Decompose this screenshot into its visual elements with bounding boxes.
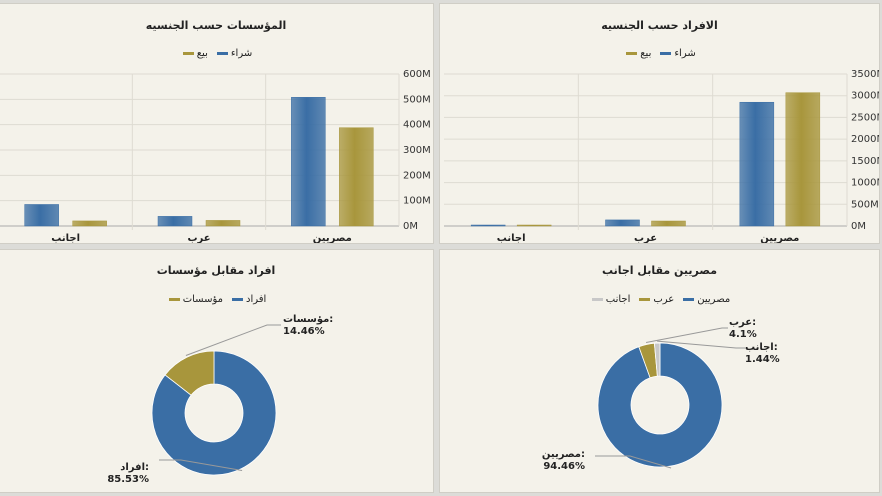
legend-label: بيع [196, 48, 208, 59]
bar-chart-individuals: 0M 500M 1000M 1500M 2000M 2500M 3000M 3500M اجان… [444, 69, 880, 244]
x-tick-label: عرب [187, 233, 210, 244]
legend-item[interactable]: عرب [636, 294, 674, 305]
legend-swatch [626, 51, 638, 55]
slice-percent: 14.46% [283, 326, 325, 337]
y-tick-label: 0M [851, 221, 866, 232]
legend-item[interactable]: شراء [214, 48, 252, 59]
leader-line [595, 455, 672, 469]
y-tick-label: 2500M [851, 112, 880, 123]
legend-label: مؤسسات [182, 294, 223, 305]
slice-percent: 1.44% [745, 354, 780, 365]
slice-0[interactable] [151, 350, 277, 476]
panel-egyptians-vs-foreigners: مصريين مقابل اجانب مصريين عرب اجانب مصريين… [439, 249, 880, 493]
legend-swatch [639, 297, 651, 301]
x-tick-label: اجانب [497, 233, 526, 244]
y-tick-label: 400M [403, 120, 431, 131]
leader-line [185, 324, 281, 356]
y-tick-label: 500M [403, 94, 431, 105]
legend-swatch [660, 51, 672, 55]
bar-buy[interactable] [157, 216, 193, 227]
leader-line [159, 459, 243, 472]
legend-label: شراء [674, 48, 696, 59]
legend-label: اجانب [605, 294, 631, 305]
bar-buy[interactable] [291, 97, 326, 227]
chart-title: مصريين مقابل اجانب [601, 264, 718, 277]
legend-label: بيع [640, 48, 652, 59]
chart-title: افراد مقابل مؤسسات [156, 264, 276, 277]
x-tick-label: مصريين [760, 233, 799, 244]
legend-label: مصريين [697, 294, 731, 305]
y-tick-label: 100M [403, 196, 431, 207]
y-tick-label: 2000M [851, 134, 880, 145]
slice-label: مصريين: [542, 449, 585, 460]
y-tick-label: 0M [403, 221, 418, 232]
chart-title: الافراد حسب الجنسيه [601, 19, 718, 32]
y-tick-label: 3500M [851, 69, 880, 80]
bar-sell[interactable] [516, 224, 552, 227]
bar-chart-institutions: 0M 100M 200M 300M 400M 500M 600M اجانب عرب مصريين [0, 69, 431, 244]
donut-chart-egyptians-foreigners: مصريين:94.46% عرب:4.1% اجانب:1.44% [542, 317, 780, 472]
y-tick-label: 1500M [851, 156, 880, 167]
legend-item[interactable]: بيع [623, 48, 651, 59]
bar-buy[interactable] [739, 101, 775, 227]
chart-legend: شراء بيع [0, 48, 433, 59]
legend-label: افراد [245, 294, 267, 305]
bar-sell[interactable] [72, 220, 107, 227]
legend-item[interactable]: مصريين [680, 294, 730, 305]
bar-sell[interactable] [205, 220, 241, 227]
x-tick-label: عرب [634, 233, 657, 244]
y-tick-label: 200M [403, 170, 431, 181]
legend-item[interactable]: افراد [229, 294, 266, 305]
bar-buy[interactable] [24, 204, 59, 227]
legend-swatch [216, 51, 228, 55]
legend-item[interactable]: اجانب [589, 294, 631, 305]
chart-title: المؤسسات حسب الجنسيه [145, 19, 287, 32]
bar-sell[interactable] [339, 127, 374, 227]
slice-percent: 85.53% [107, 474, 149, 485]
donut-chart-individuals-institutions: افراد:85.53% مؤسسات:14.46% [107, 314, 333, 485]
legend-label: شراء [230, 48, 253, 59]
y-tick-label: 3000M [851, 91, 880, 102]
legend-item[interactable]: مؤسسات [166, 294, 223, 305]
leader-line [657, 340, 745, 349]
chart-legend: شراء بيع [440, 48, 879, 59]
legend-swatch [591, 297, 603, 301]
bar-buy[interactable] [605, 219, 640, 227]
y-tick-label: 1000M [851, 178, 880, 189]
bar-sell[interactable] [651, 220, 686, 227]
bar-buy[interactable] [470, 224, 506, 227]
y-tick-label: 500M [851, 199, 879, 210]
slice-percent: 4.1% [729, 329, 757, 340]
legend-label: عرب [653, 294, 675, 305]
chart-legend: افراد مؤسسات [0, 294, 433, 305]
slice-1[interactable] [164, 350, 215, 396]
legend-swatch [683, 297, 695, 301]
legend-swatch [182, 51, 194, 55]
panel-individuals-vs-institutions: افراد مقابل مؤسسات افراد مؤسسات افراد: 85.… [0, 249, 434, 493]
legend-item[interactable]: بيع [180, 48, 208, 59]
panel-individuals-by-nationality: الافراد حسب الجنسيه شراء بيع 0M 500M 1000M 1… [439, 3, 880, 244]
slice-label: اجانب: [745, 342, 778, 353]
y-tick-label: 600M [403, 69, 431, 80]
bar-sell[interactable] [785, 92, 821, 227]
legend-swatch [231, 297, 243, 301]
leader-line [645, 327, 728, 344]
slice-label: افراد: [120, 462, 149, 473]
x-tick-label: اجانب [51, 233, 80, 244]
legend-swatch [168, 297, 180, 301]
panel-institutions-by-nationality: المؤسسات حسب الجنسيه شراء بيع 0M 100M 200M 3… [0, 3, 434, 244]
slice-0[interactable] [597, 342, 723, 468]
slice-label: عرب: [729, 317, 756, 328]
slice-label: مؤسسات: [283, 314, 333, 325]
legend-item[interactable]: شراء [657, 48, 696, 59]
slice-2[interactable] [653, 342, 661, 377]
slice-percent: 94.46% [543, 461, 585, 472]
chart-legend: مصريين عرب اجانب [440, 294, 879, 305]
y-tick-label: 300M [403, 145, 431, 156]
x-tick-label: مصريين [313, 233, 352, 244]
